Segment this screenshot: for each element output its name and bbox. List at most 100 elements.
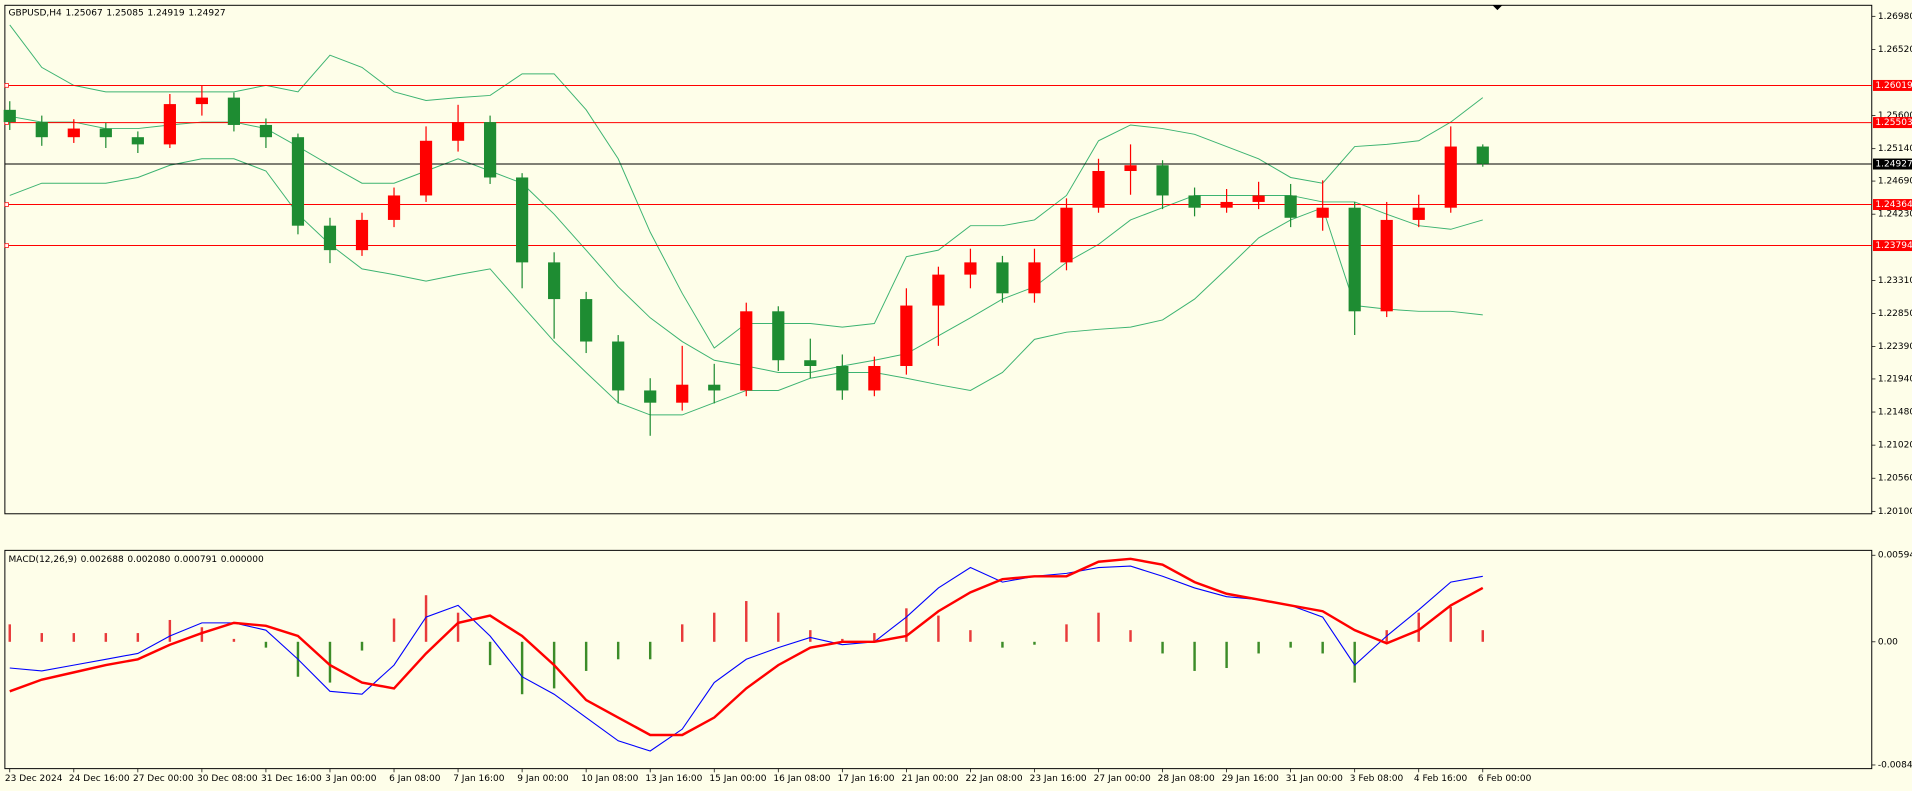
candle-body: [227, 97, 241, 125]
macd-panel: [4, 549, 1873, 770]
macd-readout: 0.002688: [81, 554, 124, 564]
y-tick-label: 1.25600: [1878, 111, 1912, 121]
open-price: 1.25067: [65, 8, 102, 18]
y-tick-label: 1.20560: [1878, 474, 1912, 484]
x-tick-label: 31 Dec 16:00: [261, 774, 322, 784]
macd-histogram-bar: [713, 612, 716, 642]
candle-body: [708, 384, 721, 391]
candle-body: [644, 390, 657, 403]
symbol: GBPUSD,H4: [9, 8, 63, 18]
macd-histogram-bar: [969, 630, 972, 642]
candle-body: [355, 219, 369, 251]
macd-histogram-bar: [809, 630, 812, 642]
macd-histogram-bar: [873, 633, 876, 642]
candle-body: [259, 124, 273, 138]
macd-histogram-bar: [392, 618, 396, 642]
candle-body: [323, 225, 337, 251]
level-anchor: [4, 243, 9, 248]
candle-body: [1188, 195, 1201, 208]
y-tick-label: -0.00846: [1878, 760, 1912, 770]
y-tick-label: 1.22850: [1878, 309, 1912, 319]
x-tick-label: 15 Jan 00:00: [709, 774, 766, 784]
macd-histogram-bar: [1353, 641, 1356, 683]
candle-body: [1124, 165, 1137, 172]
candle-body: [195, 97, 208, 105]
candle-body: [99, 128, 112, 138]
macd-histogram-bar: [200, 627, 204, 642]
candle-body: [131, 137, 144, 145]
x-tick-label: 29 Jan 16:00: [1222, 774, 1279, 784]
macd-histogram-bar: [777, 612, 780, 642]
x-tick-label: 6 Jan 08:00: [389, 774, 441, 784]
x-tick-label: 9 Jan 00:00: [517, 774, 569, 784]
macd-histogram-bar: [1257, 641, 1260, 654]
x-tick-label: 22 Jan 08:00: [966, 774, 1023, 784]
main-header: GBPUSD,H4 1.25067 1.25085 1.24919 1.24927: [9, 8, 226, 18]
macd-title: MACD(12,26,9): [9, 554, 77, 564]
macd-signal-line: [9, 557, 1484, 737]
candle-body: [1156, 165, 1169, 196]
x-tick-label: 13 Jan 16:00: [645, 774, 702, 784]
x-tick-label: 30 Dec 08:00: [197, 774, 258, 784]
macd-histogram-bar: [104, 633, 108, 642]
y-tick-label: 0.005946: [1878, 551, 1912, 561]
candle-body: [1348, 207, 1361, 312]
macd-header: MACD(12,26,9) 0.002688 0.002080 0.000791 0.0…: [9, 554, 264, 564]
candle-body: [1028, 262, 1041, 294]
current-price-label: 1.24927: [1875, 160, 1912, 170]
y-tick-label: 0.00: [1878, 637, 1898, 647]
x-tick-label: 27 Jan 00:00: [1094, 774, 1151, 784]
macd-histogram-bar: [1161, 641, 1164, 654]
level-label: 1.23794: [1875, 241, 1912, 251]
x-tick-label: 31 Jan 00:00: [1286, 774, 1343, 784]
level-label-box: [1872, 117, 1912, 129]
candle-body: [3, 109, 16, 123]
candle-body: [1412, 207, 1425, 220]
x-tick-label: 23 Jan 16:00: [1030, 774, 1087, 784]
x-tick-label: 17 Jan 16:00: [837, 774, 894, 784]
macd-histogram-bar: [1481, 630, 1484, 642]
x-tick-label: 28 Jan 08:00: [1158, 774, 1215, 784]
current-price-label-box: [1872, 158, 1912, 170]
y-tick-label: 1.24690: [1878, 177, 1912, 187]
candle-body: [451, 122, 465, 141]
macd-readout: 0.000000: [221, 554, 264, 564]
shift-marker: [1492, 5, 1503, 11]
macd-histogram-bar: [1001, 641, 1004, 648]
level-label: 1.26019: [1875, 81, 1912, 91]
candle-body: [676, 384, 689, 403]
candle-body: [1220, 201, 1233, 208]
y-tick-label: 1.20100: [1878, 507, 1912, 517]
macd-histogram-bar: [937, 615, 940, 642]
macd-histogram-bar: [264, 641, 268, 648]
macd-histogram-bar: [456, 612, 460, 642]
candle-body: [1476, 146, 1489, 164]
candle-body: [387, 195, 401, 220]
candle-body: [483, 122, 497, 178]
macd-histogram-bar: [681, 624, 684, 642]
candle-body: [1252, 195, 1265, 202]
macd-histogram-bar: [1033, 641, 1036, 645]
macd-histogram-bar: [584, 641, 588, 671]
x-tick-label: 21 Jan 00:00: [901, 774, 958, 784]
x-tick-label: 23 Dec 2024: [5, 774, 63, 784]
candle-body: [516, 177, 529, 263]
candle-body: [419, 140, 433, 196]
macd-readout: 0.000791: [174, 554, 217, 564]
y-tick-label: 1.26520: [1878, 45, 1912, 55]
low-price: 1.24919: [147, 8, 185, 18]
macd-main-line: [9, 565, 1483, 752]
candle-body: [1092, 171, 1105, 208]
candle-body: [996, 262, 1009, 294]
high-price: 1.25085: [106, 8, 143, 18]
candle-body: [964, 262, 977, 275]
candle-body: [1444, 146, 1457, 208]
macd-histogram-bar: [8, 624, 11, 642]
macd-histogram-bar: [424, 595, 428, 642]
x-tick-label: 27 Dec 00:00: [133, 774, 194, 784]
macd-histogram-bar: [1449, 606, 1452, 642]
main-panel: [4, 4, 1873, 515]
macd-histogram-bar: [520, 641, 524, 695]
